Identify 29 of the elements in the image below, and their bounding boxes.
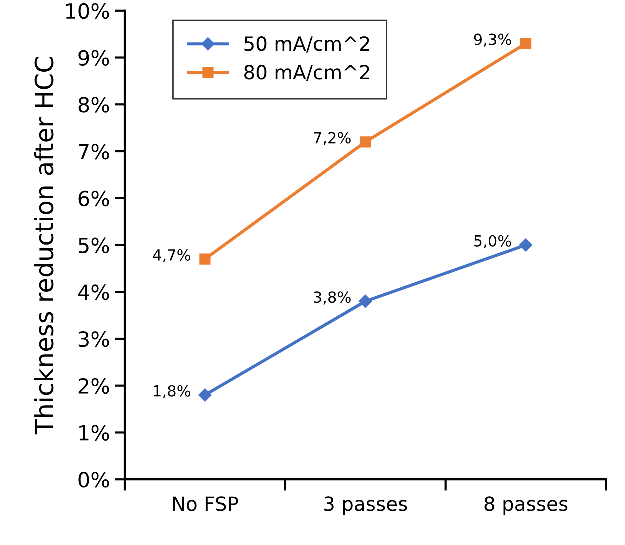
point [520,38,532,50]
data-label: 7,2% [314,132,351,146]
data-label: 4,7% [153,249,190,263]
y-tick-label: 1% [80,425,110,441]
data-label: 9,3% [474,34,512,47]
data-label: 1,8% [154,385,190,398]
data-label: 5,0% [474,235,512,248]
y-axis-title: Thickness reduction after HCC [34,57,54,435]
y-tick-label: 5% [78,238,110,254]
y-tick-label: 3% [78,331,110,348]
x-tick-label: No FSP [173,496,238,512]
y-tick-label: 6% [78,190,110,207]
legend-label: 80 mA/cm^2 [244,65,370,82]
point [519,238,533,252]
y-tick-label: 9% [78,50,110,66]
y-tick-label: 7% [79,144,110,160]
x-tick-label: 3 passes [324,496,408,516]
y-tick-label: 8% [78,97,110,113]
y-tick-label: 10% [66,3,110,20]
legend-label: 50 mA/cm^2 [244,36,370,53]
y-tick-label: 4% [78,284,110,300]
data-label: 3,8% [314,292,351,305]
point [359,294,372,308]
x-tick-label: 8 passes [484,496,568,516]
y-tick-label: 2% [78,378,110,394]
point [198,388,212,402]
y-tick-label: 0% [78,472,110,488]
point [200,254,211,265]
point [360,136,372,148]
